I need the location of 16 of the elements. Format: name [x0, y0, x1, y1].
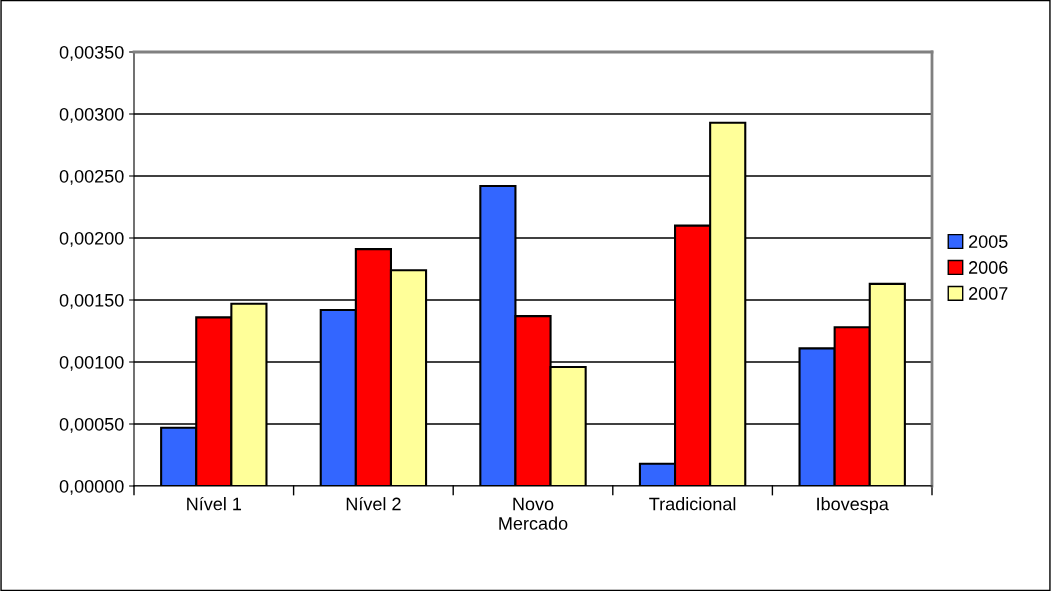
- x-tick-label: Nível 2: [346, 496, 401, 511]
- y-tick-label: 0,00000: [59, 479, 124, 495]
- y-tick-label: 0,00350: [59, 45, 124, 61]
- legend-label: 2007: [969, 287, 1008, 300]
- y-tick-label: 0,00200: [59, 231, 124, 247]
- legend-label: 2005: [969, 235, 1008, 248]
- x-tick-label: Nível 1: [187, 496, 242, 511]
- y-tick-label: 0,00300: [59, 107, 124, 123]
- x-tick-label: Novo Mercado: [499, 497, 568, 530]
- legend-label: 2006: [969, 261, 1008, 274]
- x-tick-label: Ibovespa: [817, 497, 889, 514]
- x-tick-label: Tradicional: [649, 497, 736, 511]
- y-tick-label: 0,00050: [59, 417, 124, 433]
- y-tick-label: 0,00100: [59, 355, 124, 371]
- y-tick-label: 0,00250: [59, 169, 124, 185]
- y-tick-label: 0,00150: [59, 293, 124, 309]
